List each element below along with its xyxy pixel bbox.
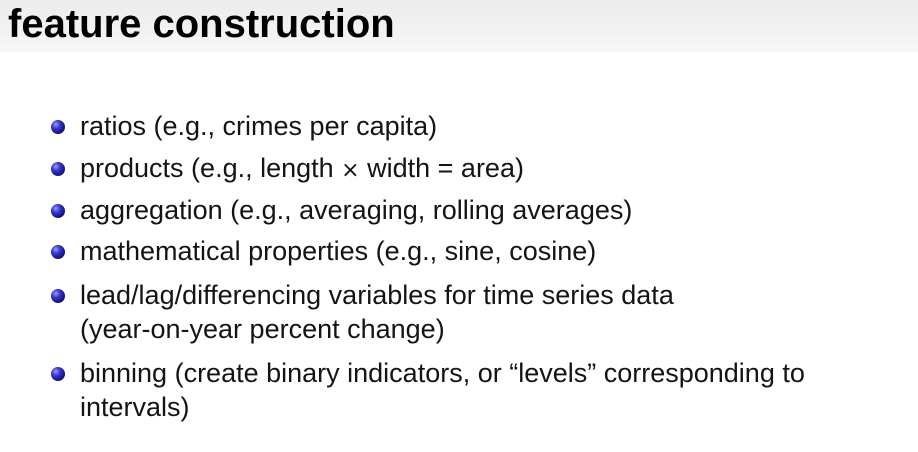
bullet-text-continuation: (year-on-year percent change) (80, 314, 445, 344)
title-bar: feature construction (0, 0, 918, 52)
bullet-icon (51, 289, 65, 303)
bullet-text-continuation: intervals) (80, 392, 190, 422)
bullet-icon (51, 162, 65, 176)
bullet-text: binning (create binary indicators, or “l… (80, 358, 805, 388)
bullet-text-part: width = area) (367, 153, 524, 183)
bullet-text: ratios (e.g., crimes per capita) (80, 111, 438, 141)
bullet-icon (51, 367, 65, 381)
bullet-icon (51, 245, 65, 259)
bullet-text: mathematical properties (e.g., sine, cos… (80, 236, 597, 266)
bullet-icon (51, 120, 65, 134)
bullet-icon (51, 204, 65, 218)
bullet-text: products (e.g., length × width = area) (80, 152, 910, 187)
times-symbol: × (341, 158, 360, 183)
page-title: feature construction (8, 2, 395, 46)
bullet-text-part: products (e.g., length (80, 153, 334, 183)
bullet-text: aggregation (e.g., averaging, rolling av… (80, 195, 633, 225)
bullet-text: lead/lag/differencing variables for time… (80, 280, 674, 310)
